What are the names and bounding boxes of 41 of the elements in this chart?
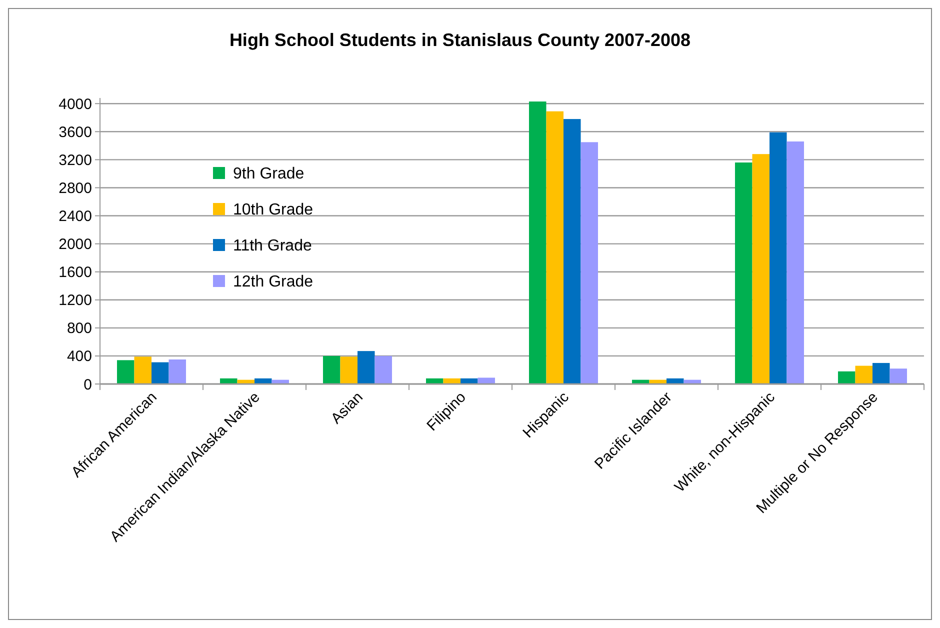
bar	[254, 378, 272, 384]
legend-label: 9th Grade	[233, 166, 304, 183]
bar	[580, 142, 598, 384]
bar	[734, 162, 752, 384]
y-tick-label: 800	[66, 320, 92, 338]
bar	[374, 356, 392, 384]
y-tick-label: 1600	[58, 264, 92, 282]
y-tick-label: 3200	[58, 152, 92, 169]
bar	[752, 154, 770, 384]
y-tick-label: 4000	[58, 96, 92, 113]
bar	[564, 119, 581, 384]
bar	[168, 359, 186, 384]
bar	[838, 371, 856, 384]
bar	[666, 378, 684, 384]
bar	[358, 351, 375, 384]
y-tick-label: 400	[66, 348, 92, 366]
bar	[478, 378, 496, 384]
y-tick-label: 2800	[58, 180, 92, 197]
bar	[770, 132, 787, 384]
bar	[322, 356, 340, 384]
y-tick-label: 1200	[58, 292, 92, 310]
bar	[546, 111, 564, 384]
y-tick-label: 3600	[58, 124, 92, 141]
bar	[528, 102, 546, 384]
bar	[443, 378, 460, 384]
bar	[116, 360, 134, 384]
bar	[340, 356, 358, 384]
legend-label: 11th Grade	[233, 238, 312, 255]
bar	[855, 366, 872, 384]
chart-title: High School Students in Stanislaus County 2007-2008	[229, 30, 691, 50]
y-tick-label: 2400	[58, 208, 92, 226]
bar	[460, 378, 478, 384]
bar	[890, 368, 908, 384]
legend-label: 10th Grade	[233, 202, 314, 219]
bar	[134, 356, 152, 384]
y-tick-label: 2000	[58, 236, 92, 254]
bar	[786, 141, 804, 384]
bar	[152, 362, 169, 384]
legend-label: 12th Grade	[233, 274, 314, 291]
y-tick-label: 0	[84, 376, 92, 394]
bar	[872, 362, 890, 384]
